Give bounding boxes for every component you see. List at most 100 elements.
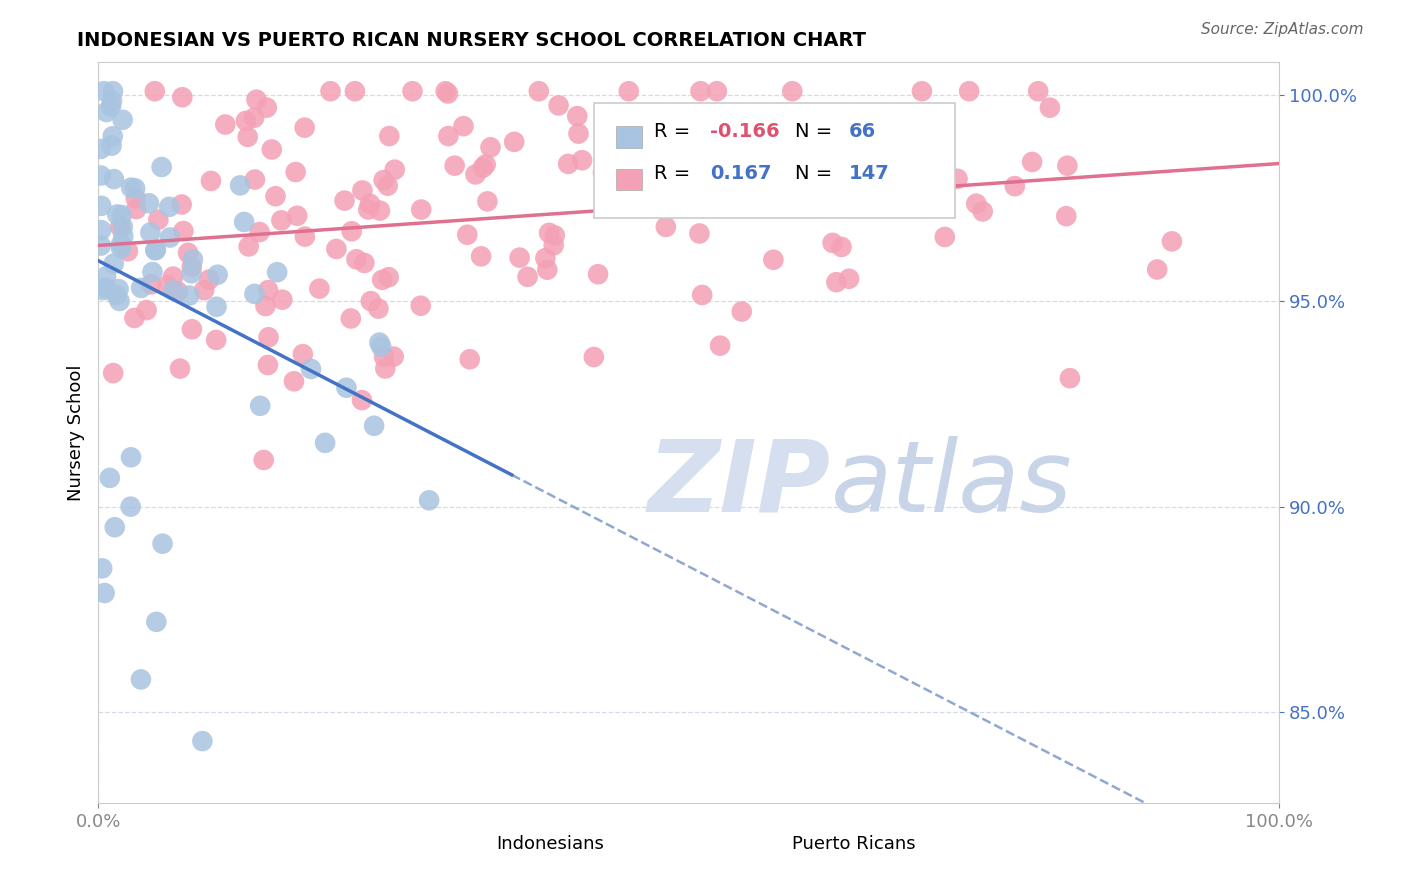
Point (359, 196, 381, 211)
Point (233, 215, 256, 229)
Point (689, 84, 711, 98)
Point (782, 84, 804, 98)
Point (124, 181, 146, 195)
Point (655, 148, 678, 162)
Point (527, 84, 550, 98)
Point (675, 150, 697, 164)
Point (139, 277, 162, 292)
Point (470, 249, 492, 263)
Point (143, 84, 166, 98)
Point (101, 84, 124, 98)
Point (592, 166, 614, 180)
Text: N =: N = (796, 122, 839, 141)
FancyBboxPatch shape (616, 169, 641, 190)
Point (350, 393, 373, 408)
Point (291, 347, 314, 361)
Point (821, 235, 844, 250)
Point (571, 153, 593, 168)
Point (107, 282, 129, 296)
Point (409, 299, 432, 313)
Point (333, 194, 356, 208)
Point (200, 174, 222, 188)
Point (373, 173, 395, 187)
Point (363, 418, 385, 433)
Point (377, 270, 399, 285)
Point (180, 322, 202, 336)
Point (352, 184, 374, 198)
Point (257, 283, 280, 297)
Point (456, 227, 478, 242)
Point (266, 265, 288, 279)
Point (105, 207, 128, 221)
Point (434, 84, 457, 98)
Point (368, 203, 391, 218)
Point (264, 189, 287, 203)
Text: ZIP: ZIP (648, 436, 831, 533)
Text: INDONESIAN VS PUERTO RICAN NURSERY SCHOOL CORRELATION CHART: INDONESIAN VS PUERTO RICAN NURSERY SCHOO… (77, 31, 866, 50)
Point (957, 84, 980, 98)
Point (557, 157, 579, 171)
Point (148, 212, 170, 227)
Point (100, 138, 122, 153)
Point (120, 450, 142, 465)
Text: Indonesians: Indonesians (496, 835, 605, 853)
Point (120, 500, 142, 514)
Point (437, 87, 460, 101)
Point (755, 164, 778, 178)
Point (110, 237, 132, 252)
Point (357, 202, 380, 217)
Text: -0.166: -0.166 (710, 122, 780, 141)
Point (623, 183, 645, 197)
Point (374, 361, 396, 376)
Point (104, 520, 127, 534)
Point (100, 99, 122, 113)
Point (257, 358, 280, 372)
Point (229, 178, 252, 193)
Point (91, 283, 114, 297)
Point (90, 142, 112, 156)
Point (198, 272, 221, 286)
Point (177, 245, 200, 260)
Point (582, 350, 605, 364)
Point (547, 98, 569, 112)
Point (294, 120, 316, 135)
Point (254, 299, 277, 313)
Point (308, 282, 330, 296)
Point (299, 362, 322, 376)
Point (129, 673, 152, 687)
Point (270, 213, 292, 227)
Point (101, 366, 124, 380)
Point (205, 300, 228, 314)
Point (1021, 155, 1043, 169)
Point (145, 243, 167, 257)
Point (193, 283, 215, 297)
FancyBboxPatch shape (595, 103, 955, 218)
Point (105, 288, 128, 302)
Point (191, 734, 214, 748)
Point (972, 204, 994, 219)
Point (1059, 371, 1081, 385)
Point (90, 199, 112, 213)
Point (688, 227, 710, 241)
Point (314, 435, 336, 450)
Point (384, 162, 406, 177)
Point (1039, 101, 1062, 115)
Point (93, 84, 115, 98)
Point (1004, 179, 1026, 194)
Point (129, 281, 152, 295)
Point (534, 251, 557, 265)
Point (166, 285, 188, 299)
Point (946, 171, 969, 186)
Text: 147: 147 (848, 164, 889, 183)
Point (825, 275, 848, 289)
Point (120, 180, 142, 194)
Point (135, 303, 157, 318)
Point (536, 262, 558, 277)
Point (586, 267, 609, 281)
Point (283, 374, 305, 388)
Point (373, 350, 395, 364)
Point (925, 140, 948, 154)
Point (96, 105, 118, 120)
Point (90, 238, 112, 252)
Point (170, 197, 193, 211)
